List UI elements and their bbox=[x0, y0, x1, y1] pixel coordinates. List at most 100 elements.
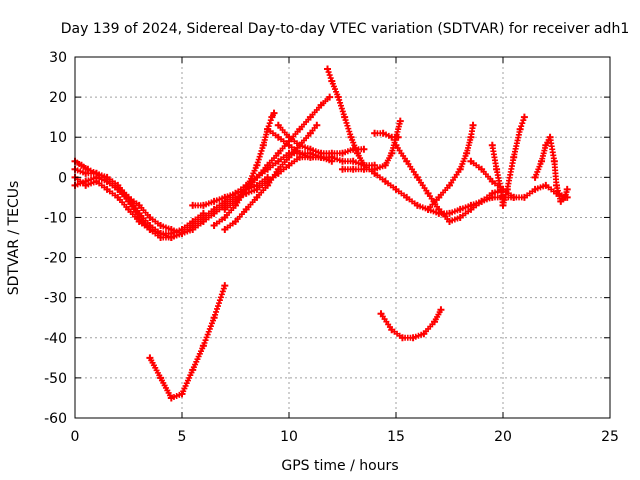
data-point bbox=[550, 157, 558, 165]
data-point bbox=[478, 165, 486, 173]
data-point bbox=[253, 193, 261, 201]
data-point bbox=[114, 193, 122, 201]
data-point bbox=[178, 225, 186, 233]
data-point bbox=[563, 185, 571, 193]
data-point bbox=[520, 113, 528, 121]
data-point bbox=[210, 197, 218, 205]
data-point bbox=[334, 93, 342, 101]
data-point bbox=[210, 221, 218, 229]
data-point bbox=[531, 185, 539, 193]
data-point bbox=[478, 197, 486, 205]
data-point bbox=[199, 209, 207, 217]
data-point bbox=[178, 390, 186, 398]
data-point bbox=[210, 314, 218, 322]
series-arc-15 bbox=[424, 121, 477, 213]
data-point bbox=[264, 181, 272, 189]
y-tick-label: -20 bbox=[44, 251, 67, 267]
data-point bbox=[467, 157, 475, 165]
data-point bbox=[264, 125, 272, 133]
series-arc-20 bbox=[377, 306, 445, 342]
data-point bbox=[146, 225, 154, 233]
chart-title: Day 139 of 2024, Sidereal Day-to-day VTE… bbox=[61, 21, 629, 37]
data-point bbox=[398, 334, 406, 342]
y-axis-label: SDTVAR / TECUs bbox=[6, 181, 22, 296]
data-point bbox=[467, 133, 475, 141]
data-point bbox=[347, 133, 355, 141]
data-point bbox=[221, 282, 229, 290]
data-point bbox=[469, 121, 477, 129]
data-point bbox=[313, 121, 321, 129]
data-point bbox=[561, 193, 569, 201]
data-point bbox=[520, 193, 528, 201]
data-point bbox=[349, 165, 357, 173]
data-point bbox=[446, 209, 453, 217]
data-point bbox=[371, 129, 379, 137]
data-point bbox=[221, 225, 229, 233]
data-point bbox=[157, 229, 165, 237]
data-point bbox=[546, 133, 554, 141]
data-point bbox=[328, 77, 336, 85]
data-point bbox=[435, 193, 443, 201]
series-arc-19 bbox=[146, 282, 229, 402]
data-point bbox=[499, 201, 507, 209]
data-point bbox=[371, 165, 379, 173]
data-point bbox=[103, 185, 111, 193]
data-point bbox=[328, 149, 336, 157]
data-point bbox=[553, 181, 560, 189]
data-point bbox=[339, 165, 346, 173]
series-arc-18 bbox=[531, 133, 571, 205]
data-point bbox=[92, 177, 100, 185]
data-point bbox=[285, 133, 293, 141]
x-tick-label: 5 bbox=[178, 429, 187, 445]
data-point bbox=[379, 129, 387, 137]
data-point bbox=[349, 157, 357, 165]
data-point bbox=[232, 217, 239, 225]
data-point bbox=[493, 165, 501, 173]
data-point bbox=[403, 157, 411, 165]
data-point bbox=[437, 306, 445, 314]
data-point bbox=[84, 165, 92, 173]
y-tick-label: 20 bbox=[49, 90, 67, 106]
series-arc-1 bbox=[71, 153, 336, 237]
data-point bbox=[103, 177, 111, 185]
data-point bbox=[125, 205, 132, 213]
data-point bbox=[424, 189, 432, 197]
data-point bbox=[189, 366, 197, 374]
data-point bbox=[388, 326, 396, 334]
data-point bbox=[135, 201, 143, 209]
data-point bbox=[341, 113, 349, 121]
data-point bbox=[306, 129, 314, 137]
data-point bbox=[360, 145, 368, 153]
data-point bbox=[542, 181, 550, 189]
data-point bbox=[253, 181, 261, 189]
data-point bbox=[221, 205, 229, 213]
y-tick-label: -60 bbox=[44, 411, 67, 427]
series-arc-12 bbox=[339, 117, 404, 173]
series-arc-7 bbox=[221, 93, 334, 213]
data-point bbox=[339, 157, 346, 165]
data-point bbox=[221, 213, 229, 221]
data-point bbox=[339, 149, 346, 157]
y-tick-label: -40 bbox=[44, 331, 67, 347]
series-arc-10 bbox=[274, 121, 368, 157]
series-trace bbox=[324, 66, 515, 217]
y-tick-label: -50 bbox=[44, 371, 67, 387]
data-point bbox=[456, 165, 464, 173]
data-point bbox=[274, 165, 282, 173]
data-point bbox=[446, 217, 453, 225]
series-arc-17 bbox=[488, 113, 528, 209]
data-point bbox=[135, 217, 143, 225]
data-point bbox=[82, 181, 90, 189]
data-point bbox=[317, 149, 325, 157]
data-point bbox=[259, 141, 267, 149]
data-point bbox=[413, 201, 421, 209]
data-point bbox=[189, 217, 197, 225]
data-point bbox=[296, 149, 304, 157]
data-point bbox=[167, 394, 175, 402]
data-point bbox=[232, 189, 239, 197]
data-point bbox=[396, 117, 404, 125]
data-point bbox=[125, 197, 132, 205]
data-point bbox=[353, 149, 361, 157]
data-point bbox=[510, 153, 518, 161]
